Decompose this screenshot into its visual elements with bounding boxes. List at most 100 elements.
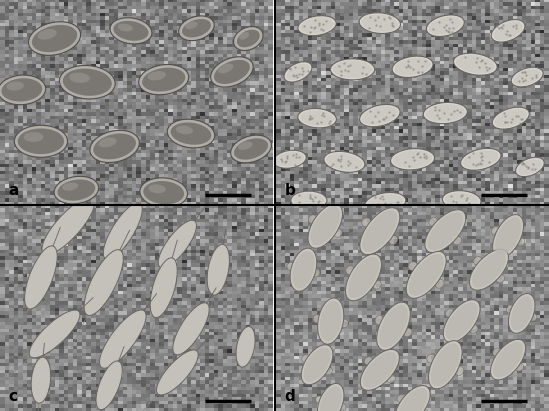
Ellipse shape bbox=[408, 261, 417, 270]
Ellipse shape bbox=[453, 53, 497, 75]
Text: b: b bbox=[284, 183, 295, 198]
Ellipse shape bbox=[377, 302, 410, 350]
Ellipse shape bbox=[292, 251, 315, 289]
Ellipse shape bbox=[493, 342, 523, 377]
Ellipse shape bbox=[313, 315, 321, 323]
Ellipse shape bbox=[18, 128, 64, 154]
Ellipse shape bbox=[492, 348, 501, 356]
Ellipse shape bbox=[469, 249, 508, 290]
Ellipse shape bbox=[317, 383, 344, 411]
Ellipse shape bbox=[237, 30, 260, 47]
Ellipse shape bbox=[364, 357, 373, 365]
Ellipse shape bbox=[362, 210, 397, 252]
Ellipse shape bbox=[469, 325, 478, 333]
Ellipse shape bbox=[218, 64, 233, 73]
Ellipse shape bbox=[214, 60, 250, 84]
Ellipse shape bbox=[431, 343, 460, 386]
Ellipse shape bbox=[58, 180, 96, 201]
Ellipse shape bbox=[461, 148, 501, 170]
Ellipse shape bbox=[494, 21, 523, 40]
Ellipse shape bbox=[84, 249, 124, 316]
Ellipse shape bbox=[455, 367, 464, 375]
Ellipse shape bbox=[334, 229, 342, 237]
Ellipse shape bbox=[62, 182, 79, 191]
Ellipse shape bbox=[516, 363, 524, 371]
Ellipse shape bbox=[29, 310, 80, 358]
Ellipse shape bbox=[117, 23, 133, 32]
Ellipse shape bbox=[167, 119, 215, 148]
Ellipse shape bbox=[110, 18, 152, 44]
Ellipse shape bbox=[397, 394, 405, 402]
Ellipse shape bbox=[429, 341, 462, 389]
Ellipse shape bbox=[513, 69, 541, 85]
Ellipse shape bbox=[69, 73, 90, 83]
Ellipse shape bbox=[185, 21, 198, 29]
Ellipse shape bbox=[300, 110, 334, 126]
Ellipse shape bbox=[158, 220, 197, 268]
Ellipse shape bbox=[148, 184, 166, 193]
Ellipse shape bbox=[395, 386, 430, 411]
Ellipse shape bbox=[38, 29, 57, 39]
Ellipse shape bbox=[516, 157, 544, 177]
Ellipse shape bbox=[273, 150, 306, 168]
Ellipse shape bbox=[362, 218, 371, 227]
Ellipse shape bbox=[156, 350, 198, 395]
Ellipse shape bbox=[339, 404, 346, 411]
Ellipse shape bbox=[320, 386, 342, 411]
Text: d: d bbox=[284, 389, 295, 404]
Ellipse shape bbox=[207, 245, 229, 295]
Ellipse shape bbox=[276, 152, 304, 166]
Ellipse shape bbox=[96, 361, 122, 410]
Ellipse shape bbox=[363, 352, 397, 388]
Ellipse shape bbox=[394, 58, 431, 76]
Ellipse shape bbox=[176, 125, 193, 134]
Ellipse shape bbox=[32, 25, 77, 52]
Ellipse shape bbox=[173, 303, 209, 355]
Ellipse shape bbox=[182, 19, 211, 37]
Ellipse shape bbox=[427, 212, 463, 250]
Ellipse shape bbox=[301, 345, 333, 385]
Ellipse shape bbox=[492, 215, 524, 258]
Ellipse shape bbox=[518, 159, 542, 175]
Ellipse shape bbox=[93, 134, 136, 159]
Ellipse shape bbox=[442, 191, 481, 210]
Ellipse shape bbox=[429, 217, 438, 226]
Ellipse shape bbox=[54, 176, 99, 204]
Ellipse shape bbox=[63, 69, 112, 96]
Ellipse shape bbox=[298, 16, 336, 36]
Ellipse shape bbox=[495, 217, 522, 255]
Ellipse shape bbox=[238, 141, 253, 150]
Ellipse shape bbox=[211, 57, 253, 87]
Ellipse shape bbox=[443, 300, 480, 342]
Ellipse shape bbox=[2, 78, 42, 102]
Ellipse shape bbox=[420, 409, 428, 411]
Text: c: c bbox=[8, 389, 17, 404]
Ellipse shape bbox=[392, 56, 433, 77]
Ellipse shape bbox=[103, 203, 142, 259]
Ellipse shape bbox=[397, 388, 428, 411]
Ellipse shape bbox=[435, 279, 444, 288]
Ellipse shape bbox=[59, 65, 115, 99]
Ellipse shape bbox=[142, 68, 186, 92]
Ellipse shape bbox=[445, 192, 479, 208]
Ellipse shape bbox=[496, 275, 505, 283]
Ellipse shape bbox=[234, 138, 268, 160]
Ellipse shape bbox=[312, 269, 320, 277]
Ellipse shape bbox=[445, 309, 454, 317]
Ellipse shape bbox=[148, 71, 166, 81]
Ellipse shape bbox=[90, 130, 139, 162]
Ellipse shape bbox=[239, 32, 249, 39]
Ellipse shape bbox=[316, 395, 323, 403]
Ellipse shape bbox=[361, 14, 398, 32]
Ellipse shape bbox=[429, 17, 462, 35]
Ellipse shape bbox=[517, 238, 525, 246]
Ellipse shape bbox=[393, 150, 432, 168]
Ellipse shape bbox=[491, 20, 525, 42]
Ellipse shape bbox=[236, 326, 255, 367]
Ellipse shape bbox=[333, 60, 372, 78]
Ellipse shape bbox=[304, 347, 330, 382]
Ellipse shape bbox=[300, 18, 334, 34]
Ellipse shape bbox=[425, 104, 465, 122]
Ellipse shape bbox=[42, 198, 94, 254]
Ellipse shape bbox=[373, 280, 382, 289]
